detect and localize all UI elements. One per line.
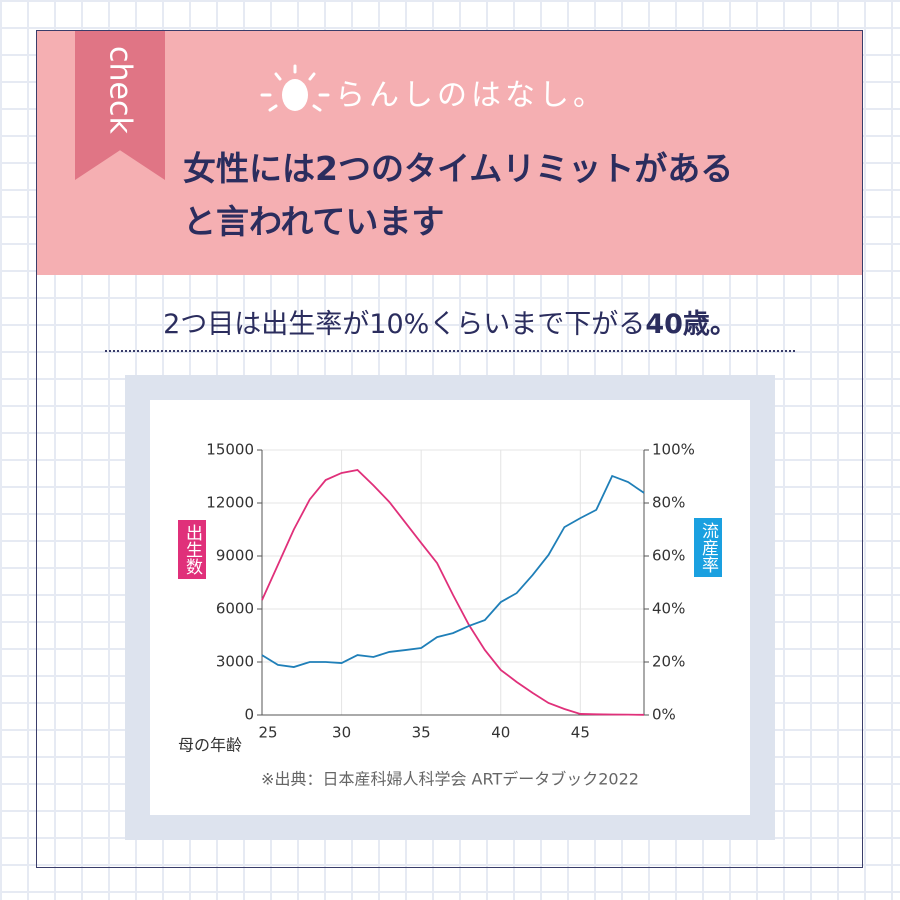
title: 女性には2つのタイムリミットがある [183, 149, 734, 188]
subtitle-text: 2つ目は出生率が10%くらいまで下がる [163, 309, 646, 340]
y-tick-label: 9000 [216, 547, 254, 565]
x-axis-label: 母の年齢 [178, 736, 242, 755]
subtitle: 2つ目は出生率が10%くらいまで下がる40歳。 [0, 302, 900, 341]
y2-tick-label: 40% [652, 600, 685, 618]
title: と言われています [183, 202, 445, 241]
header-band [37, 31, 862, 275]
divider [105, 350, 795, 352]
y-tick-label: 0 [244, 706, 254, 724]
y-tick-label: 6000 [216, 600, 254, 618]
frame [36, 30, 863, 868]
subtitle-emphasis: 40歳。 [645, 309, 737, 340]
y2-tick-label: 80% [652, 494, 685, 512]
y-axis-label: 出生数 [178, 520, 206, 579]
x-tick-label: 35 [412, 724, 431, 742]
x-tick-label: 30 [332, 724, 351, 742]
y2-tick-label: 0% [652, 706, 676, 724]
series-line [261, 468, 645, 716]
x-tick-label: 45 [571, 724, 590, 742]
chart-panel [150, 400, 750, 815]
badge: check [102, 46, 138, 134]
y2-tick-label: 60% [652, 547, 685, 565]
x-tick-label: 25 [258, 724, 277, 742]
series-name: らんしのはなし。 [335, 78, 607, 113]
y-tick-label: 12000 [206, 494, 254, 512]
source: ※出典：日本産科婦人科学会 ARTデータブック2022 [261, 770, 639, 789]
series-line [261, 474, 645, 668]
y-tick-label: 3000 [216, 653, 254, 671]
x-tick-label: 40 [491, 724, 510, 742]
y2-tick-label: 100% [652, 441, 695, 459]
y2-tick-label: 20% [652, 653, 685, 671]
y2-axis-label: 流産率 [694, 518, 722, 577]
y-tick-label: 15000 [206, 441, 254, 459]
